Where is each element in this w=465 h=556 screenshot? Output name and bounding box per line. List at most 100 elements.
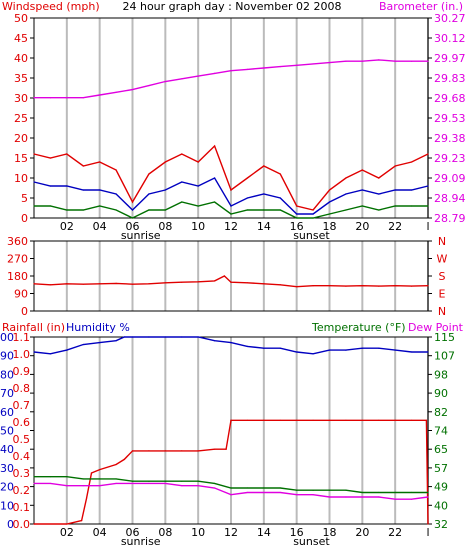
x-tick-label: l [426,526,429,539]
x-tick-label: 04 [93,526,107,539]
series-temperature-f-point [361,491,363,494]
series-temperature-f-point [263,487,265,489]
series-barometer-in-point [361,60,363,62]
series-barometer-in-point [82,97,84,99]
series-wind-gust-point [66,153,68,155]
series-temperature-f-point [246,487,249,489]
series-dew-point-point [181,485,183,487]
rainfall-tick-label: 0.1 [13,501,31,514]
series-wind-gust-point [246,177,249,179]
series-barometer-in-point [33,97,35,99]
series-humidity-point [246,345,249,347]
compass-label: N [438,235,446,248]
series-wind-low-point [345,209,347,211]
series-dew-point-point [378,496,380,498]
humidity-tick-label: 50 [0,425,14,438]
windspeed-tick-label: 45 [14,32,28,45]
series-rainfall-in-point [230,419,232,421]
series-wind-low-point [427,205,429,207]
series-dew-point-point [99,485,101,487]
series-humidity-point [82,343,84,346]
x-tick-label: 06 [126,526,140,539]
windspeed-axis-label: Windspeed (mph) [2,0,100,13]
series-temperature-f-point [279,487,281,489]
x-tick-label: 14 [257,220,271,233]
humidity-tick-label: 30 [0,462,14,475]
windspeed-tick-label: 50 [14,12,28,25]
series-barometer-in-point [296,64,298,66]
series-wind-direction-point [66,283,68,285]
series-rainfall-in-point [181,450,183,452]
series-barometer-in-point [230,70,232,72]
x-tick-label: 20 [355,526,369,539]
series-rainfall-in-point [131,450,134,452]
series-dew-point-point [33,482,35,485]
series-barometer-in-point [378,59,380,61]
series-wind-direction-point [378,285,380,287]
rainfall-tick-label: 0.3 [13,467,31,480]
series-rainfall-in-point [99,469,101,471]
series-barometer-in-point [410,60,413,62]
series-wind-average-point [181,181,183,183]
temperature-tick-label: 98 [434,368,448,381]
series-wind-gust-point [197,161,199,163]
series-temperature-f-point [66,476,68,478]
series-temperature-f-point [394,491,396,494]
series-temperature-f-point [181,480,183,482]
x-tick-label: 10 [191,526,205,539]
series-humidity-point [66,349,68,351]
barometer-tick-label: 28.94 [434,192,465,205]
x-tick-label: 02 [60,526,74,539]
series-dew-point-point [148,482,150,485]
series-wind-average-point [263,193,265,195]
series-humidity-point [378,347,380,349]
series-wind-average-point [131,209,134,211]
series-wind-low-point [66,209,68,211]
windspeed-tick-label: 20 [14,132,28,145]
series-wind-low-point [328,213,331,215]
series-wind-direction-point [223,275,226,277]
series-wind-average-point [378,193,380,195]
barometer-tick-label: 29.68 [434,92,465,105]
windspeed-tick-label: 15 [14,152,28,165]
series-wind-low-point [82,209,84,211]
series-rainfall-in-point [410,419,413,421]
x-tick-label: 12 [224,220,238,233]
series-wind-gust-point [181,153,183,155]
dewpoint-axis-label: Dew Point [408,321,464,334]
series-rainfall-in-point [378,419,380,421]
compass-label: W [437,253,448,266]
series-wind-low-point [49,205,52,207]
series-wind-gust-point [49,157,52,159]
series-barometer-in-point [345,60,347,62]
series-wind-gust-point [312,209,314,211]
humidity-tick-label: 40 [0,443,14,456]
series-humidity-point [345,349,347,351]
series-wind-direction-point [197,281,199,283]
x-tick-label: 14 [257,526,271,539]
barometer-tick-label: 29.23 [434,152,465,165]
direction-tick-label: 0 [21,305,28,318]
x-tick-label: l [426,220,429,233]
series-wind-average-point [148,193,150,195]
series-rainfall-in-point [246,419,249,421]
series-dew-point-point [49,482,52,485]
series-wind-average-point [66,185,68,187]
series-wind-direction-point [33,283,35,285]
series-wind-direction-point [99,283,101,285]
series-wind-average-point [213,177,216,179]
barometer-axis-label: Barometer (in.) [379,0,463,13]
series-wind-direction-point [164,282,166,284]
series-rainfall-in-point [85,497,88,500]
temperature-tick-label: 90 [434,387,448,400]
series-barometer-in-point [394,60,396,62]
series-wind-gust-point [131,201,134,203]
compass-label: E [439,288,446,301]
series-temperature-f-point [410,491,413,494]
temperature-tick-label: 115 [434,331,455,344]
x-tick-label: 12 [224,526,238,539]
rainfall-tick-label: 0.6 [13,416,31,429]
series-temperature-f-point [328,489,331,491]
series-temperature-f-point [427,491,429,494]
